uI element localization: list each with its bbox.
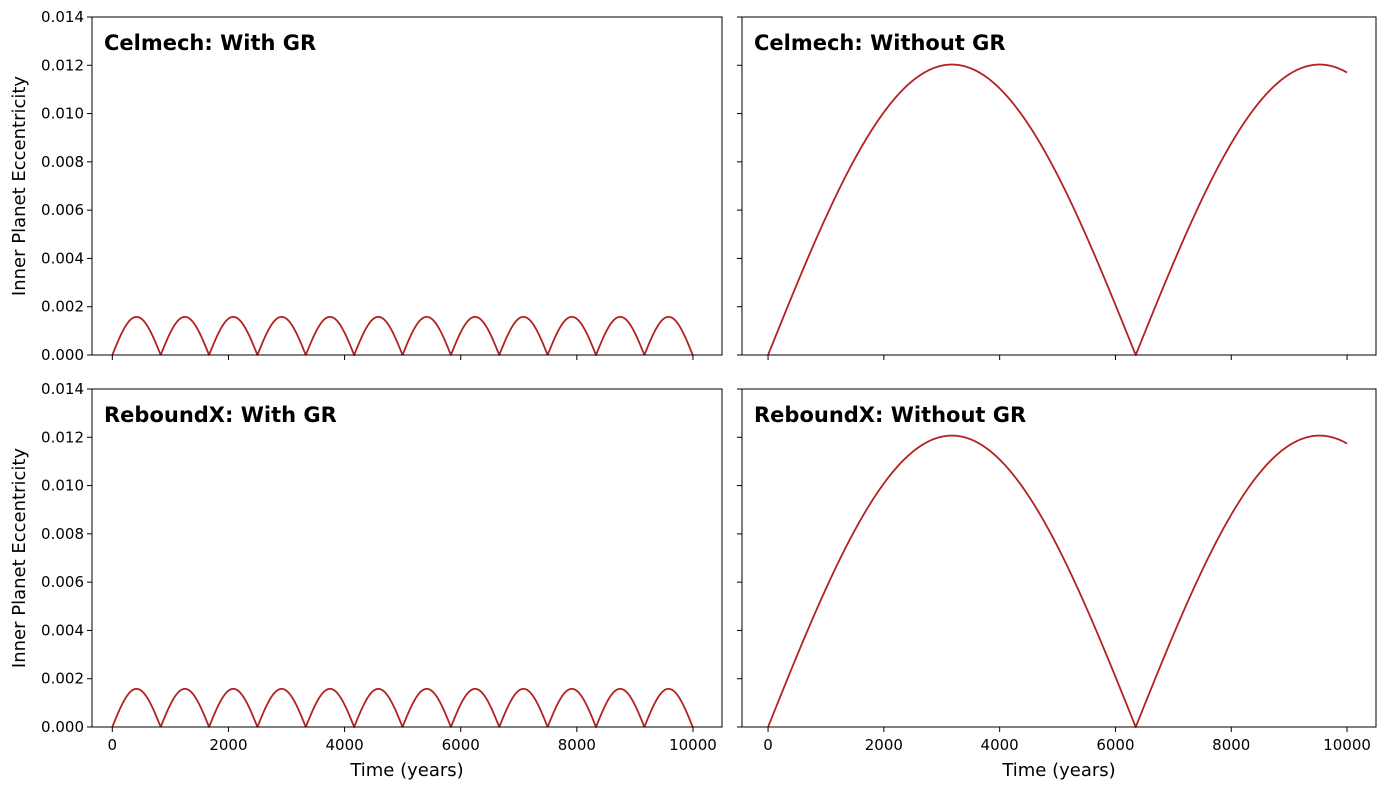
x-axis-label: Time (years): [349, 760, 463, 781]
y-tick-label: 0.004: [41, 621, 84, 639]
axes-frame: [741, 388, 1377, 728]
x-tick-label: 8000: [558, 736, 596, 754]
x-tick-label: 0: [108, 736, 118, 754]
panel-title: ReboundX: With GR: [104, 403, 337, 427]
y-tick-label: 0.012: [41, 428, 84, 446]
panel-1: 0.000 0.002 0.004 0.006 0.008 0.010 0.012 0.014…: [9, 8, 723, 364]
series-line: [767, 63, 1348, 356]
x-tick-label: 0: [763, 736, 773, 754]
y-tick-label: 0.000: [41, 346, 84, 364]
y-axis-label: Inner Planet Eccentricity: [9, 448, 30, 669]
x-tick-label: 4000: [325, 736, 363, 754]
x-tick-label: 4000: [981, 736, 1019, 754]
x-tick-label: 2000: [209, 736, 247, 754]
x-tick-label: 2000: [865, 736, 903, 754]
y-axis-label: Inner Planet Eccentricity: [9, 76, 30, 297]
y-tick-label: 0.004: [41, 249, 84, 267]
series-line: [111, 315, 694, 356]
y-tick-label: 0.006: [41, 573, 84, 591]
y-tick-label: 0.008: [41, 153, 84, 171]
y-tick-label: 0.000: [41, 718, 84, 736]
x-tick-label: 10000: [669, 736, 717, 754]
panel-title: Celmech: With GR: [104, 31, 316, 55]
x-tick-label: 10000: [1323, 736, 1371, 754]
y-tick-label: 0.008: [41, 525, 84, 543]
x-axis-label: Time (years): [1001, 760, 1115, 781]
y-tick-label: 0.014: [41, 380, 84, 398]
panel-3: 0 2000 4000 6000 8000 10000 0.000 0.002 0.004 0.0…: [9, 380, 723, 781]
y-tick-label: 0.006: [41, 201, 84, 219]
x-tick-label: 6000: [442, 736, 480, 754]
y-tick-label: 0.002: [41, 670, 84, 688]
y-tick-label: 0.014: [41, 8, 84, 26]
y-tick-label: 0.002: [41, 298, 84, 316]
panel-title: ReboundX: Without GR: [754, 403, 1026, 427]
panel-4: 0 2000 4000 6000 8000 10000 ReboundX: Without …: [737, 388, 1377, 781]
panel-2: Celmech: Without GR: [737, 16, 1377, 360]
y-tick-label: 0.010: [41, 105, 84, 123]
series-line: [111, 687, 694, 728]
series-line: [767, 434, 1348, 728]
y-tick-label: 0.010: [41, 477, 84, 495]
axes-frame: [741, 16, 1377, 356]
axes-frame: [91, 388, 723, 728]
x-tick-label: 8000: [1212, 736, 1250, 754]
x-tick-label: 6000: [1096, 736, 1134, 754]
panel-title: Celmech: Without GR: [754, 31, 1006, 55]
y-tick-label: 0.012: [41, 56, 84, 74]
axes-frame: [91, 16, 723, 356]
